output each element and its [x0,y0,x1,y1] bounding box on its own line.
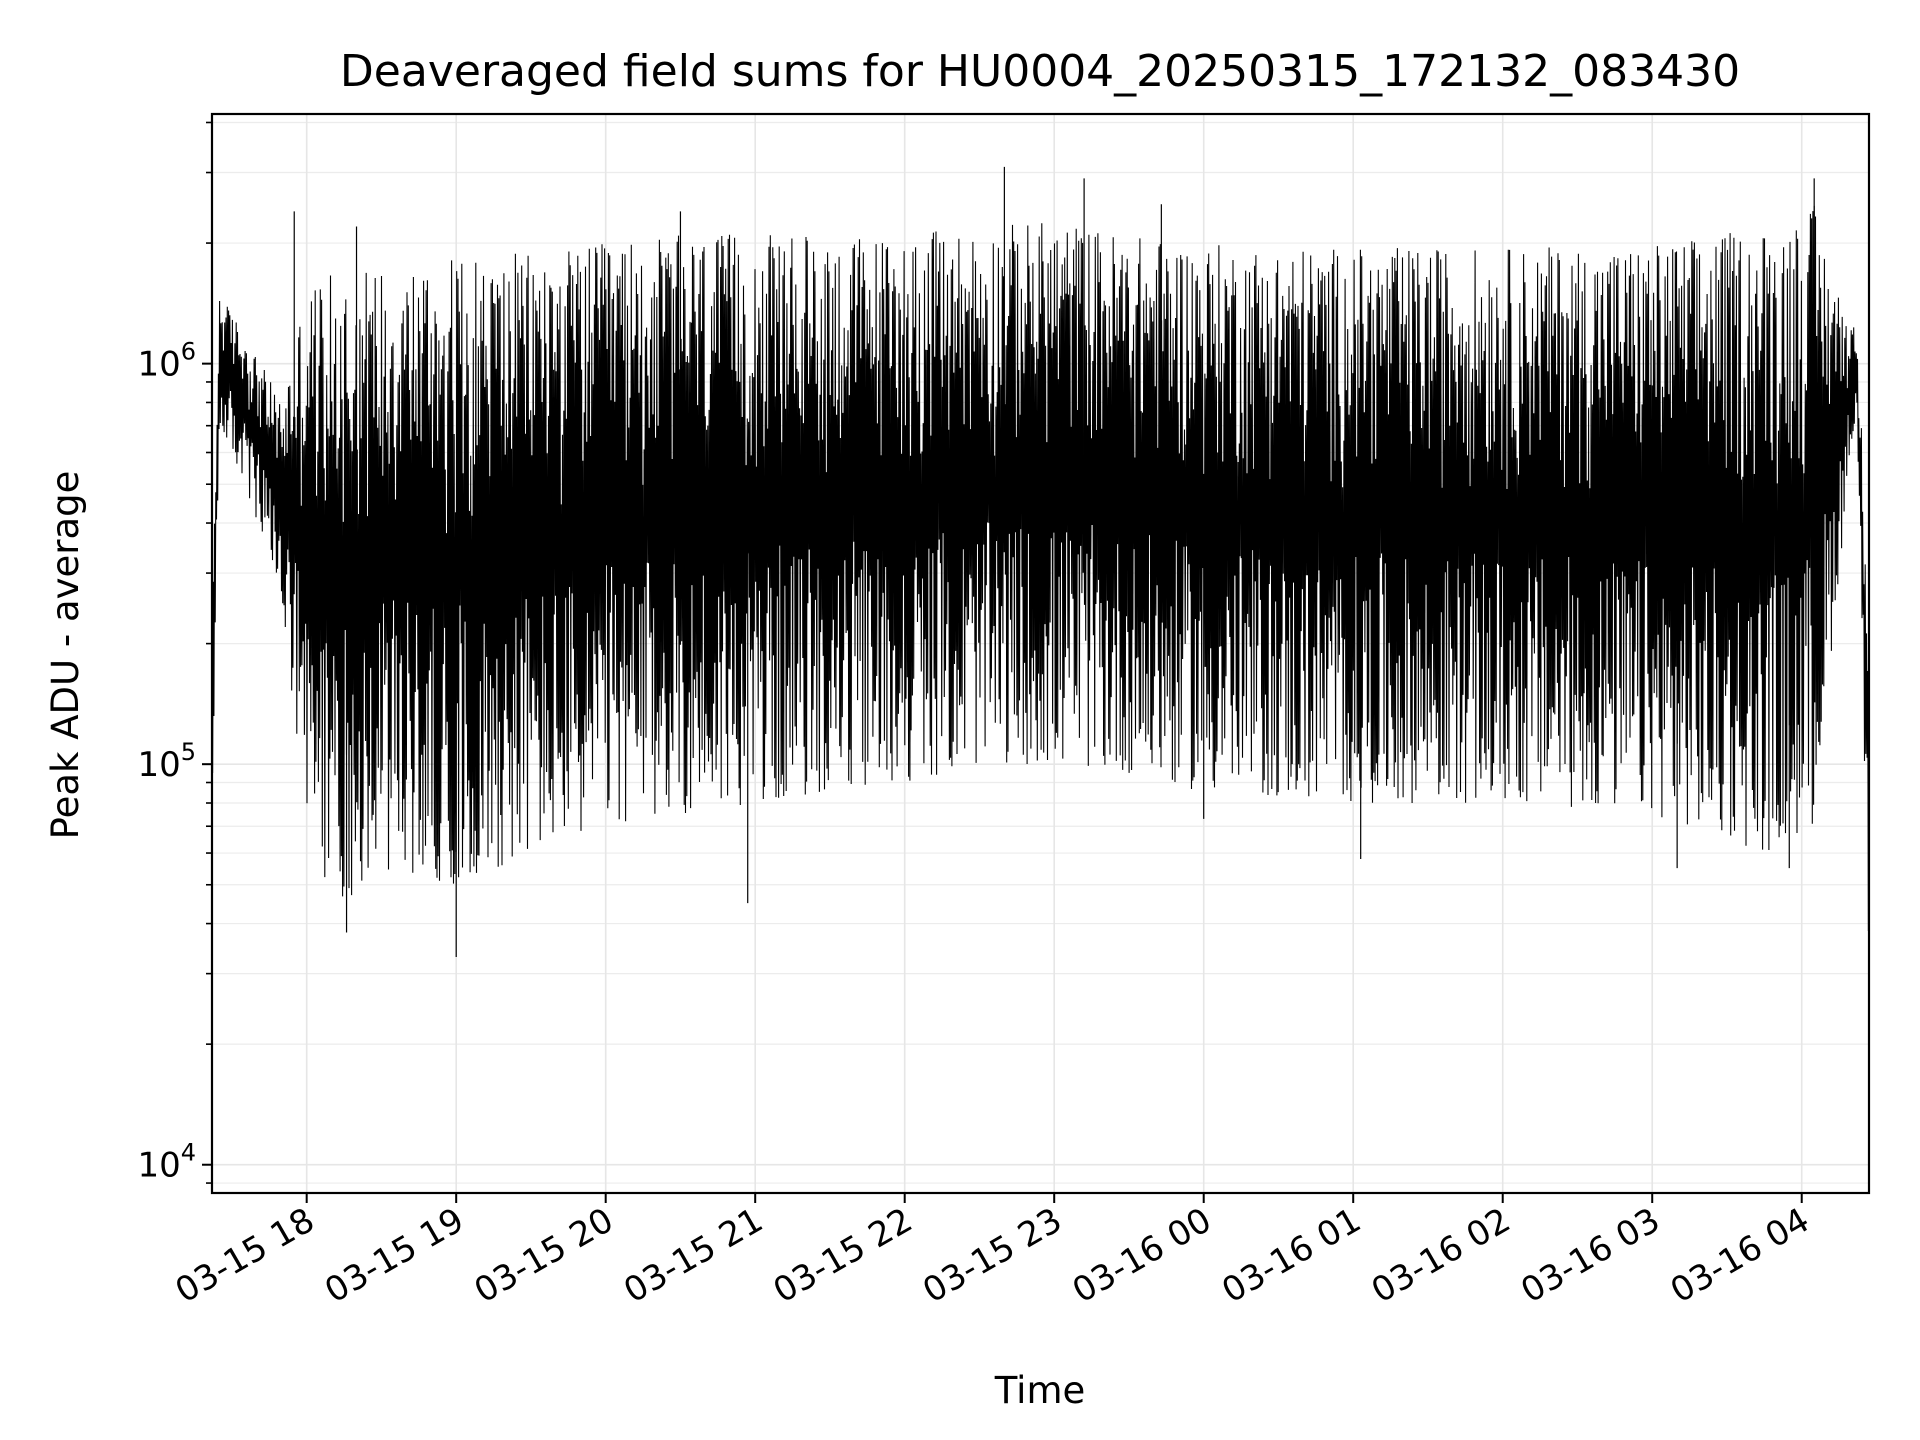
plot-frame [210,112,1871,1195]
chart-title: Deaveraged field sums for HU0004_2025031… [340,46,1740,97]
x-axis-label: Time [994,1369,1086,1412]
y-tick-label: 106 [137,338,196,385]
series-trace [211,205,1870,932]
y-tick-label: 105 [137,738,196,785]
y-axis: 104 105 106 [137,121,212,1186]
y-tick-label: 104 [137,1139,196,1186]
y-axis-label: Peak ADU - average [44,471,87,840]
series-line [211,166,1870,958]
